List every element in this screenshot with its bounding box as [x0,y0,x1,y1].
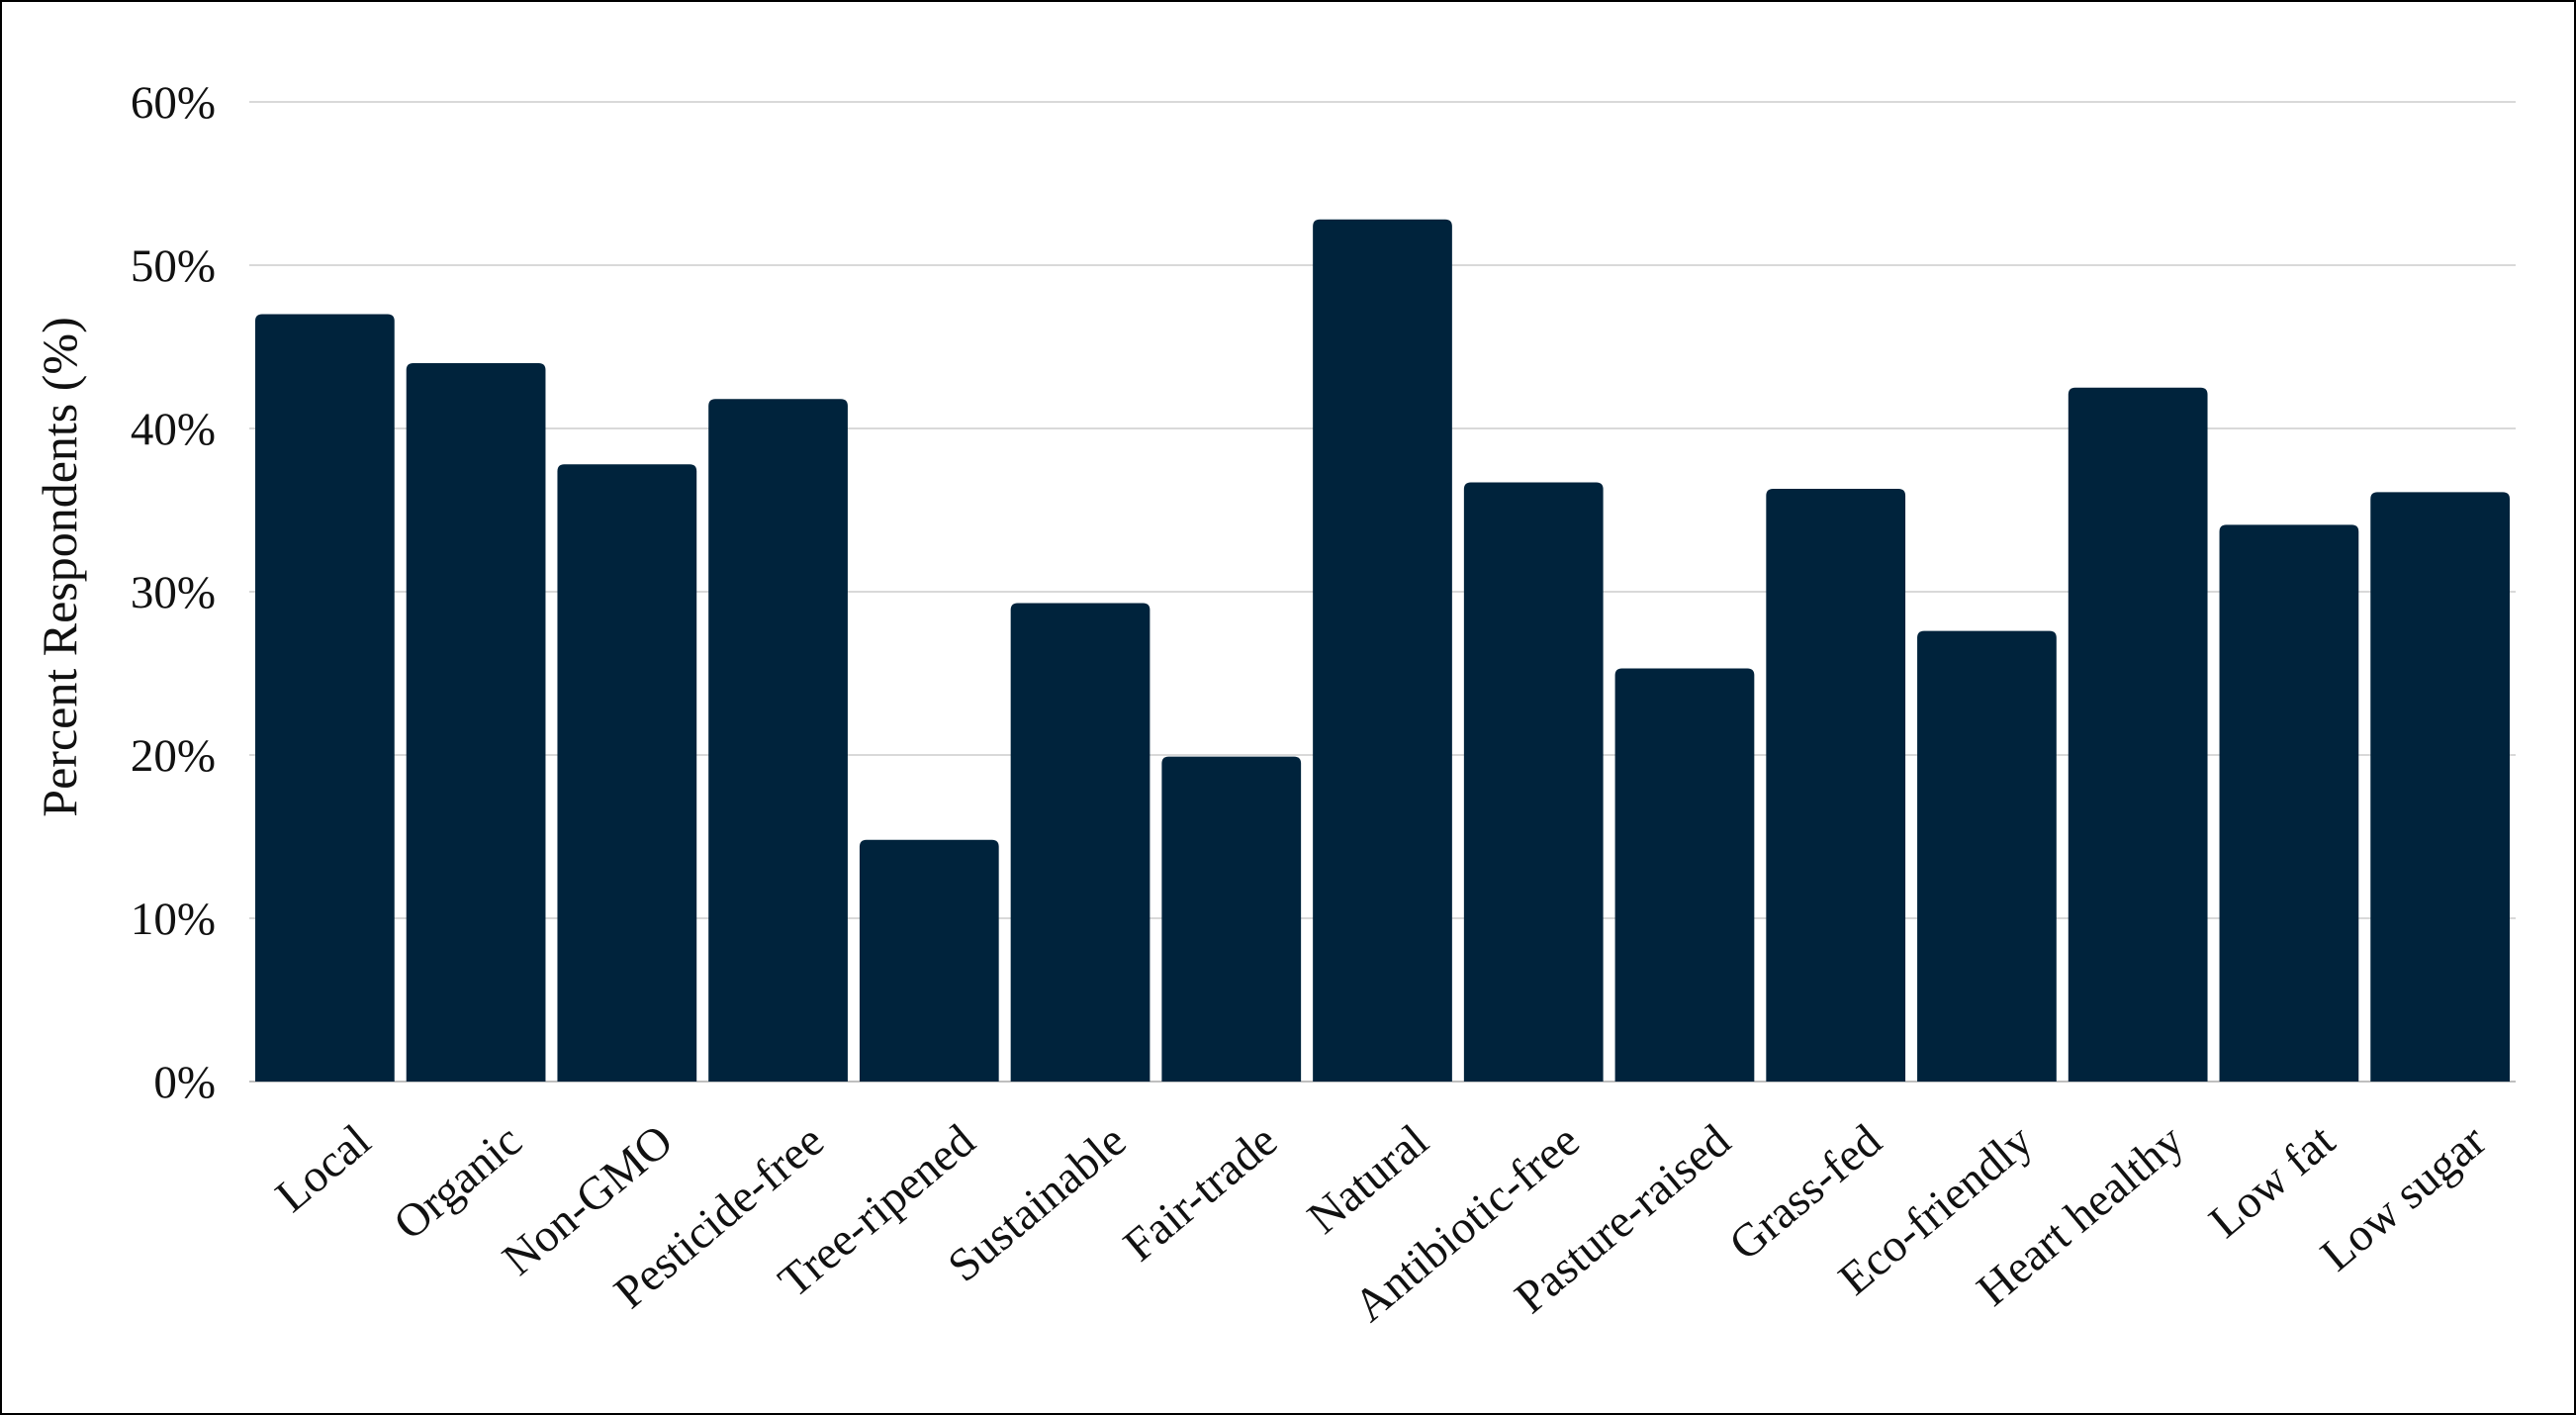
bar-sustainable [1010,603,1150,1082]
y-tick-label: 20% [131,730,216,782]
y-tick-label: 40% [131,404,216,455]
x-axis-ticks: Local OrganicNon-GMOPesticide-freeTree-ri… [266,1114,2496,1332]
bar-pesticide-free [708,399,848,1082]
x-tick-label: Natural [1298,1115,1437,1244]
bar-eco-friendly [1917,630,2057,1082]
bar-tree-ripened [859,839,999,1082]
x-tick-label: Low sugar [2311,1115,2496,1281]
bars [255,219,2510,1083]
x-tick-label: Organic [385,1115,532,1251]
y-axis-ticks: 0% 10% 20% 30% 40% 50% 60% [131,77,216,1108]
bar-fair-trade [1161,756,1302,1082]
x-tick-label: Local [266,1115,380,1223]
bar-pasture-raised [1614,668,1755,1082]
y-axis-title: Percent Respondents (%) [32,317,87,816]
bar-organic [406,363,546,1082]
y-tick-label: 30% [131,567,216,618]
x-tick-label: Low fat [2200,1115,2345,1249]
y-tick-label: 60% [131,77,216,129]
bar-low-fat [2219,524,2359,1082]
y-tick-label: 0% [153,1057,216,1108]
y-tick-label: 50% [131,240,216,292]
x-tick-label: Fair-trade [1114,1115,1287,1272]
bar-natural [1313,219,1452,1083]
bar-local [255,314,395,1082]
bar-low-sugar [2370,492,2510,1083]
y-tick-label: 10% [131,894,216,945]
bar-antibiotic-free [1463,482,1604,1082]
bar-grass-fed [1766,489,1906,1082]
bar-non-gmo [557,464,697,1082]
bar-heart-healthy [2068,387,2208,1082]
